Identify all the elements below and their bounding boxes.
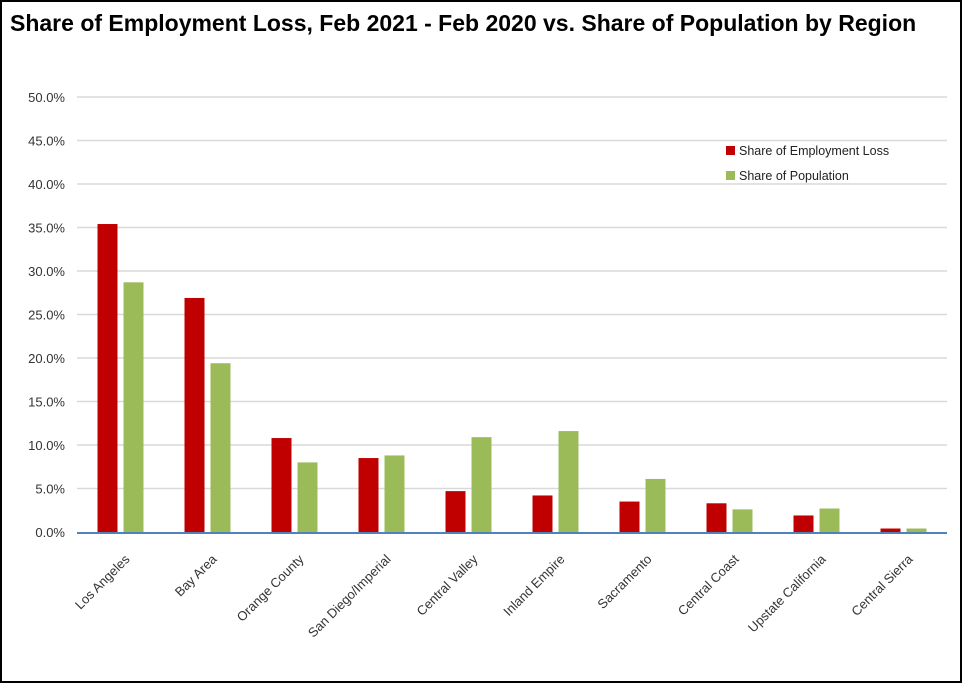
bar-population <box>471 437 492 532</box>
bar-employment-loss <box>358 458 379 532</box>
bar-population <box>645 478 666 532</box>
legend-label: Share of Employment Loss <box>739 144 889 158</box>
x-tick-label: Orange County <box>234 551 307 624</box>
x-tick-label: San Diego/Imperial <box>305 551 394 640</box>
bar-employment-loss <box>880 528 901 532</box>
bar-employment-loss <box>619 501 640 532</box>
bar-employment-loss <box>793 515 814 532</box>
x-tick-label: Sacramento <box>594 552 654 612</box>
bar-employment-loss <box>184 297 205 532</box>
y-tick-label: 20.0% <box>28 351 65 366</box>
bar-population <box>819 508 840 532</box>
y-tick-label: 40.0% <box>28 177 65 192</box>
bar-population <box>906 528 927 532</box>
y-tick-label: 50.0% <box>28 90 65 105</box>
y-tick-label: 5.0% <box>35 482 65 497</box>
x-tick-label: Central Sierra <box>848 551 916 619</box>
chart-title: Share of Employment Loss, Feb 2021 - Feb… <box>10 10 917 36</box>
bar-population <box>558 431 579 532</box>
legend-swatch <box>726 146 735 155</box>
x-tick-label: Los Angeles <box>72 551 133 612</box>
bar-population <box>384 455 405 532</box>
x-tick-label: Inland Empire <box>500 552 567 619</box>
bar-employment-loss <box>97 224 118 532</box>
y-tick-label: 25.0% <box>28 308 65 323</box>
legend-label: Share of Population <box>739 169 849 183</box>
bar-population <box>732 509 753 532</box>
legend-swatch <box>726 171 735 180</box>
bar-population <box>210 363 231 532</box>
y-tick-label: 35.0% <box>28 221 65 236</box>
bar-employment-loss <box>445 491 466 532</box>
bar-employment-loss <box>706 503 727 532</box>
bar-employment-loss <box>532 495 553 532</box>
x-tick-label: Upstate California <box>745 551 829 635</box>
y-tick-label: 30.0% <box>28 264 65 279</box>
x-tick-label: Bay Area <box>172 551 220 599</box>
bar-population <box>123 282 144 532</box>
y-tick-label: 0.0% <box>35 525 65 540</box>
y-tick-label: 45.0% <box>28 134 65 149</box>
y-tick-label: 15.0% <box>28 395 65 410</box>
x-tick-label: Central Valley <box>413 551 481 619</box>
bar-population <box>297 462 318 532</box>
bar-employment-loss <box>271 438 292 532</box>
y-tick-label: 10.0% <box>28 438 65 453</box>
x-tick-label: Central Coast <box>675 551 742 618</box>
